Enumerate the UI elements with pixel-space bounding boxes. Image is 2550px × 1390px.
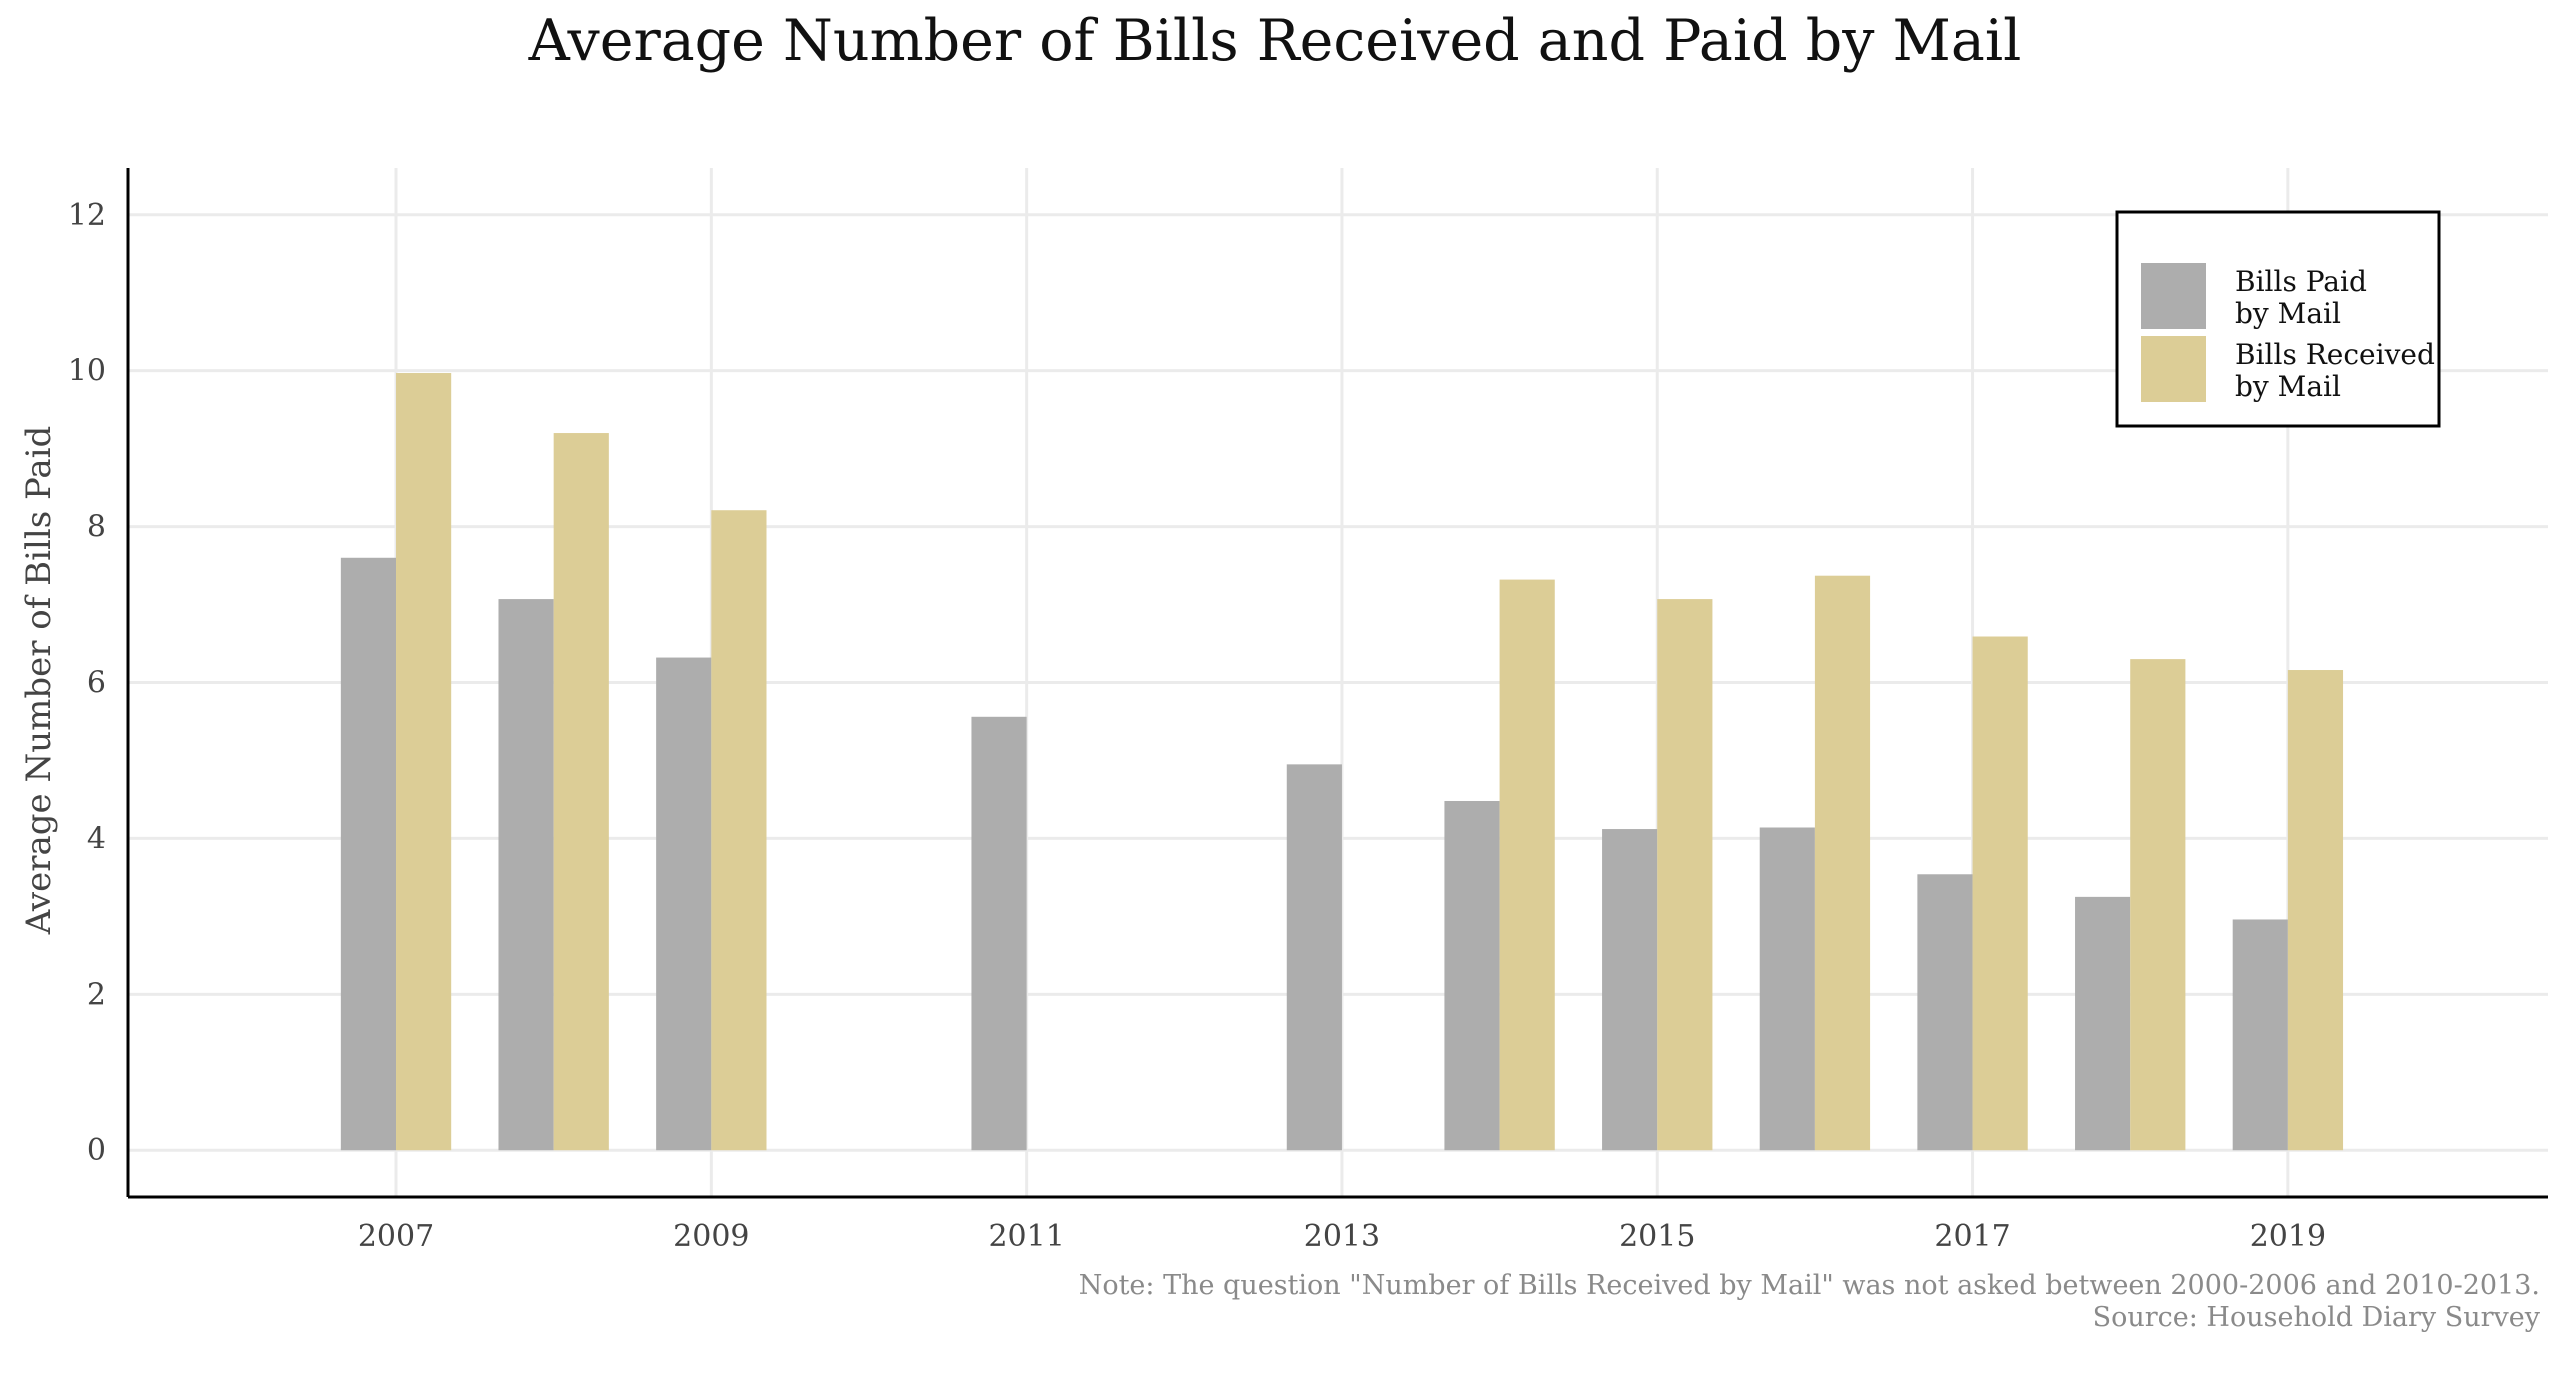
bar-bills-paid <box>2075 896 2131 1151</box>
legend-label: Bills Received <box>2235 338 2435 371</box>
bar-bills-received <box>2287 670 2344 1151</box>
bar-bills-paid <box>2232 919 2288 1151</box>
x-tick-label: 2011 <box>988 1219 1064 1254</box>
y-tick-label: 10 <box>68 354 106 389</box>
x-tick-label: 2017 <box>1934 1219 2010 1254</box>
bar-bills-paid <box>1286 764 1342 1151</box>
legend-label: by Mail <box>2235 297 2341 330</box>
bar-bills-received <box>1499 579 1555 1151</box>
y-tick-label: 12 <box>68 198 106 233</box>
tick-labels: 0 2 4 6 8 10 12 2007 2009 2011 2013 2015 2017 2019 <box>68 198 2326 1254</box>
bar-bills-paid <box>656 657 712 1151</box>
bar-bills-paid <box>340 557 397 1151</box>
bar-bills-received <box>1657 599 1713 1151</box>
bar-bills-received <box>396 373 452 1151</box>
bar-bills-paid <box>1444 800 1500 1151</box>
bar-bills-received <box>1972 636 2028 1151</box>
y-tick-label: 8 <box>87 510 106 545</box>
x-tick-label: 2009 <box>673 1219 749 1254</box>
bar-bills-received <box>1814 575 1871 1151</box>
legend-label: by Mail <box>2235 370 2341 403</box>
bar-bills-paid <box>971 716 1027 1151</box>
bar-bills-paid <box>1759 827 1815 1151</box>
x-tick-label: 2019 <box>2250 1219 2326 1254</box>
x-tick-label: 2007 <box>358 1219 434 1254</box>
bar-bills-received <box>2130 659 2186 1151</box>
bar-bills-paid <box>498 599 554 1151</box>
source-text: Source: Household Diary Survey <box>2092 1302 2540 1333</box>
bar-bills-received <box>711 510 767 1151</box>
y-tick-label: 4 <box>87 821 106 856</box>
bar-bills-paid <box>1917 874 1973 1151</box>
legend-swatch <box>2141 336 2206 402</box>
y-tick-label: 6 <box>87 666 106 701</box>
chart-title: Average Number of Bills Received and Pai… <box>528 8 2022 74</box>
bar-bills-paid <box>1602 829 1658 1151</box>
bars <box>340 373 2344 1151</box>
y-tick-label: 2 <box>87 977 106 1012</box>
x-tick-label: 2015 <box>1619 1219 1695 1254</box>
axes <box>126 168 2548 1199</box>
x-tick-label: 2013 <box>1304 1219 1380 1254</box>
y-tick-label: 0 <box>87 1133 106 1168</box>
legend-swatch <box>2141 263 2206 329</box>
note-text: Note: The question "Number of Bills Rece… <box>1078 1270 2540 1301</box>
bar-bills-received <box>553 433 609 1151</box>
legend-label: Bills Paid <box>2235 265 2367 298</box>
y-axis-title: Average Number of Bills Paid <box>19 426 59 936</box>
